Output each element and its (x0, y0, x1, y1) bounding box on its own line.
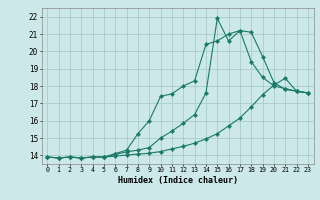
X-axis label: Humidex (Indice chaleur): Humidex (Indice chaleur) (118, 176, 237, 185)
